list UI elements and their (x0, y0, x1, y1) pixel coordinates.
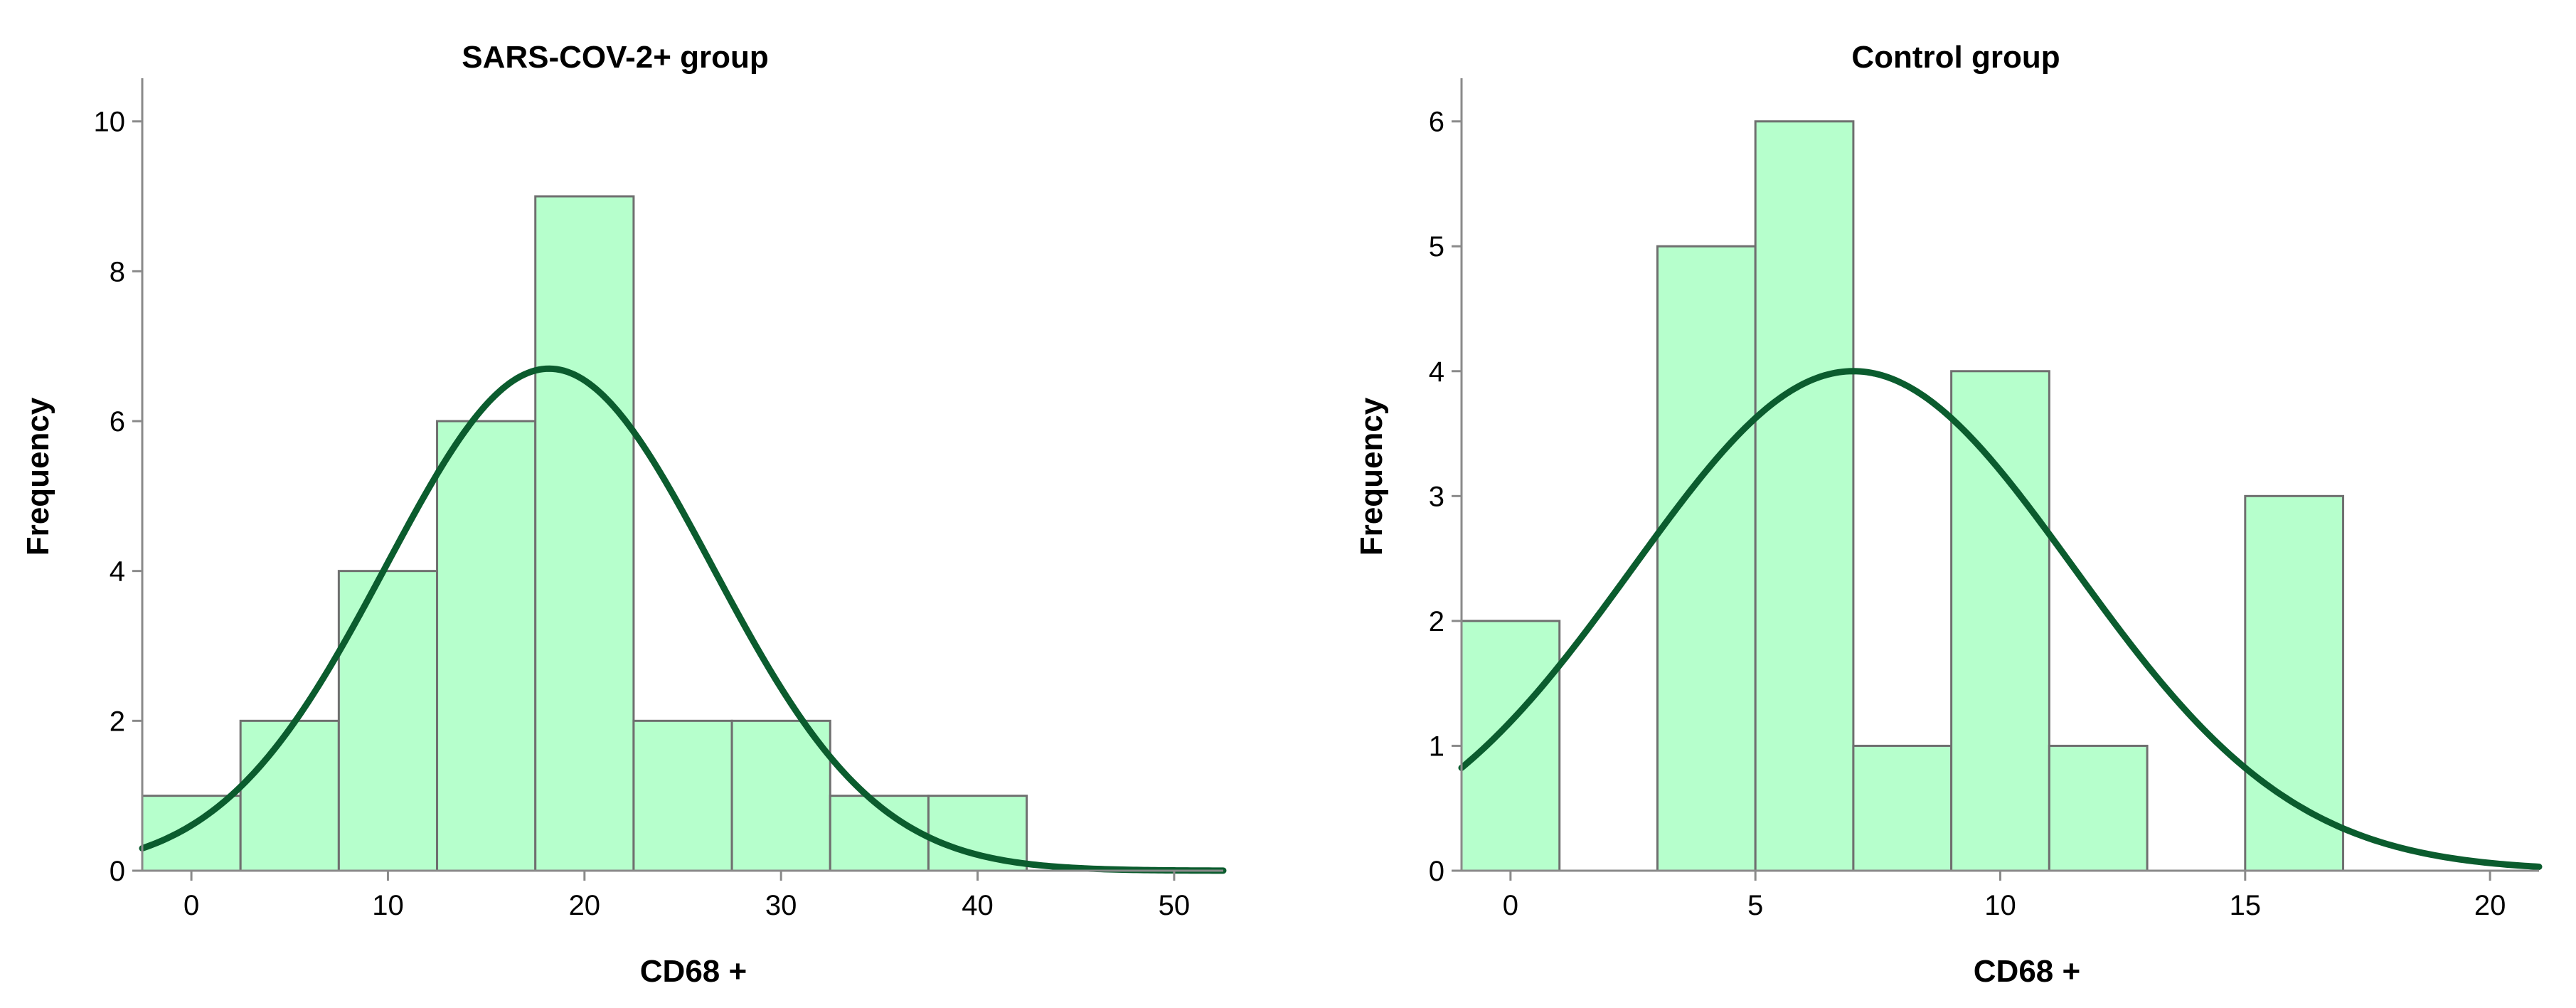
histogram-bar (1656, 245, 1757, 872)
y-tick-label: 2 (1429, 606, 1444, 637)
histogram-panel-control: Control group CD68 + Frequency 0 1 2 3 4 5 6 0 5… (1334, 0, 2576, 1008)
normal-curve-line (1458, 368, 2543, 870)
y-tick-label: 4 (110, 556, 125, 588)
histogram-bar (1460, 620, 1561, 872)
histogram-bar (632, 719, 733, 872)
histogram-bar (534, 195, 635, 872)
x-tick-label: 5 (1747, 890, 1763, 921)
x-tick-label: 10 (372, 890, 404, 921)
y-tick-label: 10 (94, 107, 126, 138)
x-tick-label: 30 (765, 890, 797, 921)
x-axis-label: CD68 + (640, 954, 747, 989)
histogram-panel-sars-cov-2: SARS-COV-2+ group CD68 + Frequency 0 2 4 6 8… (21, 40, 1227, 989)
histogram-bar (1754, 120, 1855, 872)
histogram-bar (1950, 370, 2050, 872)
histogram-bar (337, 570, 439, 872)
y-tick-label: 0 (110, 856, 125, 887)
x-tick-label: 0 (183, 890, 199, 921)
y-tick-label: 0 (1429, 856, 1444, 887)
histogram-chart-sars-cov-2: SARS-COV-2+ group CD68 + Frequency 0 2 4 6 8… (21, 40, 1227, 989)
y-tick-label: 6 (110, 406, 125, 437)
x-tick-label: 0 (1503, 890, 1518, 921)
histogram-bar (1852, 744, 1953, 872)
x-tick-label: 40 (962, 890, 994, 921)
y-tick-label: 3 (1429, 481, 1444, 512)
histogram-bar (239, 719, 340, 872)
histogram-bar (2048, 744, 2149, 872)
histogram-bar (436, 420, 537, 872)
x-tick-label: 20 (569, 890, 601, 921)
x-tick-label: 10 (1984, 890, 2016, 921)
histogram-bar (141, 795, 242, 872)
histogram-chart-control: Control group CD68 + Frequency 0 1 2 3 4 5 6 0 5… (1354, 40, 2543, 989)
chart-title: Control group (1851, 40, 2060, 75)
y-axis-label: Frequency (1354, 397, 1389, 556)
x-tick-label: 20 (2474, 890, 2506, 921)
x-tick-label: 15 (2230, 890, 2262, 921)
y-axis-label: Frequency (21, 397, 55, 556)
chart-title: SARS-COV-2+ group (462, 40, 769, 75)
y-tick-label: 8 (110, 256, 125, 287)
x-tick-label: 50 (1159, 890, 1191, 921)
x-axis-label: CD68 + (1974, 954, 2080, 989)
normal-curve-line (139, 365, 1227, 874)
histogram-bar (2244, 494, 2345, 872)
histogram-bar (730, 719, 831, 872)
y-tick-label: 1 (1429, 731, 1444, 762)
y-tick-label: 2 (110, 706, 125, 737)
y-tick-label: 5 (1429, 231, 1444, 262)
y-tick-label: 6 (1429, 107, 1444, 138)
y-tick-label: 4 (1429, 356, 1444, 388)
